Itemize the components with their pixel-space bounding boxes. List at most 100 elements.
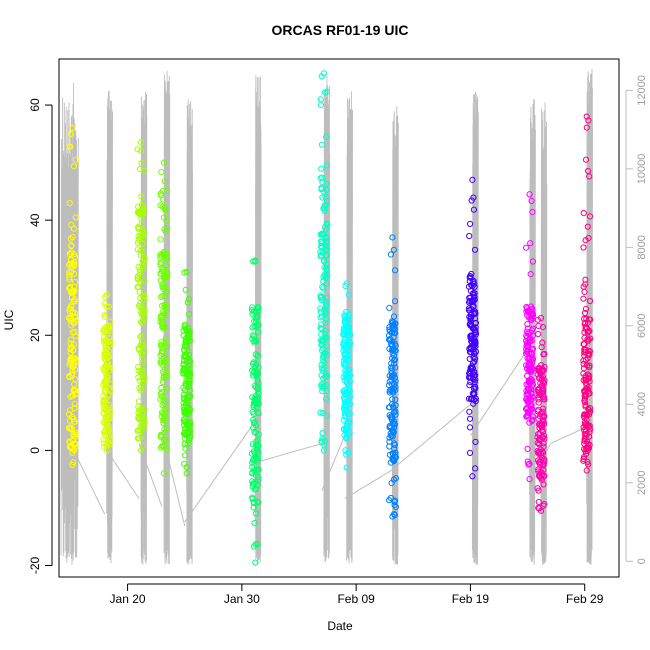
data-point	[586, 173, 593, 180]
data-point	[525, 388, 532, 395]
data-point	[141, 406, 148, 413]
data-point	[322, 331, 329, 338]
data-point	[538, 382, 545, 389]
data-point	[541, 459, 548, 466]
data-point	[529, 208, 536, 216]
data-point	[346, 311, 353, 318]
data-point	[157, 277, 164, 284]
data-point	[318, 321, 325, 328]
data-point	[68, 302, 75, 309]
data-point	[69, 308, 77, 315]
data-point	[101, 429, 108, 436]
data-point	[101, 312, 108, 319]
data-point	[159, 293, 166, 300]
data-point	[583, 467, 590, 474]
data-point	[527, 240, 534, 247]
data-point	[583, 416, 590, 423]
data-point	[67, 356, 74, 363]
data-point	[321, 359, 328, 366]
data-point	[323, 265, 330, 272]
data-point	[157, 318, 164, 325]
data-point	[317, 101, 325, 109]
data-point	[318, 141, 325, 148]
data-point	[162, 206, 169, 213]
data-point	[318, 165, 325, 172]
data-point	[586, 378, 593, 385]
y2-tick-label: 4000	[636, 392, 648, 416]
data-point	[317, 314, 324, 321]
data-point	[323, 382, 330, 389]
data-point	[136, 166, 143, 173]
data-point	[138, 215, 145, 222]
data-point	[136, 266, 144, 273]
data-point	[585, 117, 592, 124]
data-point	[185, 409, 193, 416]
data-point	[386, 497, 393, 504]
data-point	[157, 342, 164, 349]
data-point	[186, 422, 193, 429]
data-point	[466, 349, 474, 356]
data-point	[319, 194, 326, 201]
x-tick-label: Feb 09	[337, 592, 375, 606]
data-point	[585, 461, 592, 468]
data-point	[584, 458, 591, 465]
data-point	[181, 440, 188, 448]
data-point	[466, 449, 474, 456]
data-point	[252, 541, 259, 548]
data-point	[583, 444, 590, 452]
data-point	[526, 191, 533, 198]
data-point	[253, 442, 260, 449]
data-point	[164, 385, 171, 392]
data-point	[320, 70, 327, 77]
data-point	[157, 444, 165, 451]
data-point	[386, 389, 393, 396]
data-point	[158, 169, 165, 176]
data-point	[163, 369, 170, 376]
data-point	[466, 424, 474, 431]
data-point	[471, 329, 478, 336]
data-point	[581, 329, 588, 336]
data-point	[320, 447, 327, 454]
data-point	[470, 400, 477, 407]
data-point	[586, 441, 593, 448]
data-point	[318, 186, 325, 193]
y-tick-label: -20	[28, 557, 42, 575]
data-point	[186, 362, 193, 369]
data-point	[580, 244, 587, 251]
data-point	[250, 498, 257, 506]
data-point	[251, 339, 258, 346]
data-point	[392, 396, 399, 403]
data-point	[157, 254, 164, 261]
data-point	[66, 276, 73, 283]
data-point	[586, 429, 593, 436]
data-point	[255, 307, 262, 314]
data-point	[582, 156, 590, 163]
data-point	[163, 273, 170, 280]
data-point	[317, 231, 324, 238]
data-point	[470, 349, 477, 356]
data-point	[389, 513, 396, 520]
data-point	[340, 373, 347, 380]
data-point	[135, 367, 142, 374]
data-point	[584, 447, 591, 454]
data-point	[583, 124, 590, 131]
data-point	[322, 316, 330, 323]
data-point	[539, 339, 546, 346]
data-point	[136, 210, 143, 217]
data-point	[250, 424, 257, 431]
data-point	[469, 303, 476, 310]
data-point	[139, 248, 146, 255]
data-point	[71, 319, 78, 326]
data-point	[342, 323, 349, 331]
data-point	[535, 322, 542, 329]
y-tick-label: 20	[28, 328, 42, 342]
data-point	[185, 336, 192, 343]
data-point	[182, 429, 189, 436]
data-point	[536, 413, 543, 420]
data-point	[185, 355, 192, 362]
data-point	[541, 472, 548, 479]
data-point	[68, 294, 76, 301]
data-point	[323, 180, 330, 187]
data-point	[529, 258, 537, 265]
data-point	[535, 330, 542, 338]
